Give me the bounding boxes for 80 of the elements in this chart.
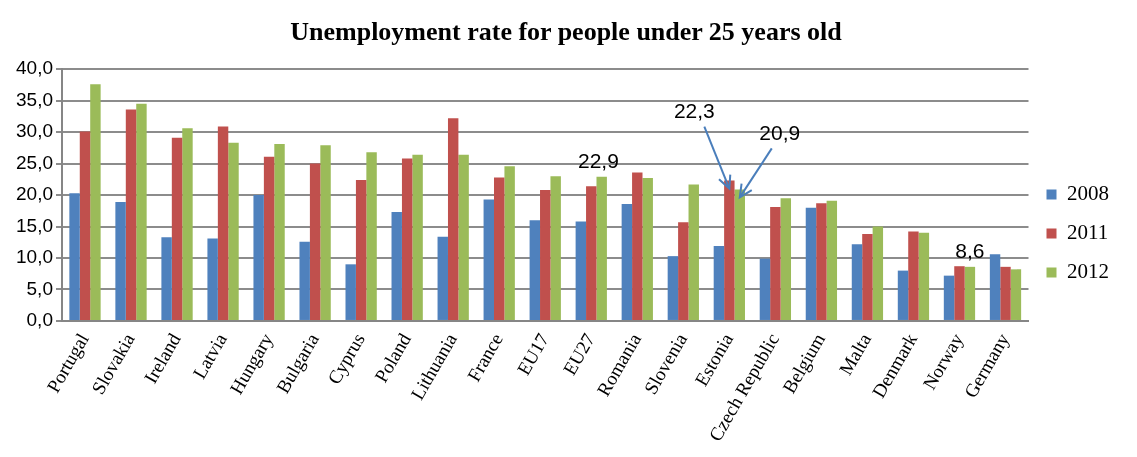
bar xyxy=(826,200,838,320)
chart-title: Unemployment rate for people under 25 years old xyxy=(290,17,843,47)
bar xyxy=(678,222,689,320)
bar xyxy=(299,241,310,320)
bar xyxy=(412,154,423,320)
y-tick-label: 5,0 xyxy=(26,277,53,299)
bar xyxy=(805,207,817,320)
bar xyxy=(161,237,172,320)
bar xyxy=(69,193,80,320)
annotation: 22,9 xyxy=(577,149,619,173)
y-tick-label: 30,0 xyxy=(16,120,53,142)
bar xyxy=(136,103,147,320)
y-tick-label: 20,0 xyxy=(16,183,53,205)
y-tick-label: 25,0 xyxy=(16,151,53,173)
annotation: 8,6 xyxy=(955,239,985,263)
bar xyxy=(355,179,367,320)
y-tick-label: 35,0 xyxy=(16,88,53,110)
bar xyxy=(228,142,239,320)
bar xyxy=(483,199,494,320)
bar xyxy=(596,176,607,320)
bar xyxy=(872,226,884,320)
bar xyxy=(632,172,643,320)
bar xyxy=(954,266,965,320)
bar xyxy=(79,131,91,320)
bar xyxy=(964,266,976,320)
bar xyxy=(217,126,229,320)
bar xyxy=(458,154,469,320)
bar xyxy=(115,202,126,320)
bar xyxy=(253,195,264,320)
y-tick-label: 0,0 xyxy=(26,309,53,331)
bar xyxy=(575,221,587,320)
bar xyxy=(401,158,413,320)
bar xyxy=(724,180,735,320)
legend-label: 2011 xyxy=(1067,220,1109,245)
bar xyxy=(494,177,505,320)
bar xyxy=(1010,269,1022,320)
bar xyxy=(734,189,745,320)
bar xyxy=(642,178,653,320)
bar xyxy=(540,190,551,320)
bar xyxy=(713,246,725,320)
bar xyxy=(780,198,792,320)
bar xyxy=(309,163,321,320)
bar xyxy=(90,84,101,320)
bar xyxy=(667,256,679,320)
y-tick-label: 40,0 xyxy=(16,57,53,79)
bar xyxy=(550,176,561,320)
bar xyxy=(918,232,930,320)
bar xyxy=(345,264,356,320)
bar xyxy=(320,145,331,320)
annotation: 20,9 xyxy=(759,120,801,144)
bar xyxy=(989,254,1001,320)
bar xyxy=(759,258,771,320)
bar xyxy=(908,231,919,320)
bar xyxy=(851,244,863,320)
bar xyxy=(688,184,699,320)
bar xyxy=(504,166,515,320)
bar xyxy=(447,118,459,320)
bar xyxy=(770,207,781,320)
bar xyxy=(862,234,873,320)
bar xyxy=(529,220,541,320)
legend-label: 2012 xyxy=(1067,259,1109,284)
bar xyxy=(943,275,955,320)
bar xyxy=(437,236,448,320)
bar xyxy=(391,212,402,320)
legend-label: 2008 xyxy=(1067,181,1109,206)
bar xyxy=(586,186,597,320)
y-tick-label: 15,0 xyxy=(16,214,53,236)
bar xyxy=(897,270,909,320)
bar xyxy=(1000,266,1011,320)
bar xyxy=(207,238,218,320)
annotation: 22,3 xyxy=(673,98,715,122)
bar xyxy=(263,156,275,320)
bar xyxy=(366,152,377,320)
bar xyxy=(125,109,137,320)
bar xyxy=(182,128,193,320)
bar xyxy=(621,203,633,320)
bar xyxy=(171,137,183,320)
bar xyxy=(274,144,285,320)
bar xyxy=(816,203,827,320)
y-tick-label: 10,0 xyxy=(16,246,53,268)
